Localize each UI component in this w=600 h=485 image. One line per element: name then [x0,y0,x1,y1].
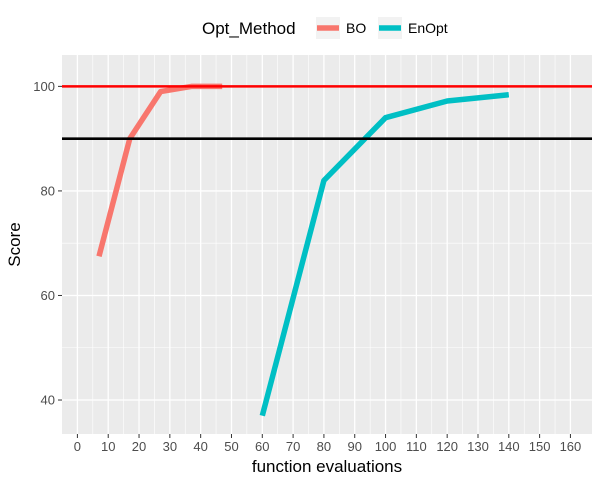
reference-lines [62,85,592,140]
x-tick-label: 110 [406,439,427,454]
x-axis: 0 10 20 30 40 50 60 70 80 90 100 110 120 130 140 150 160 [74,434,581,454]
x-tick-label: 20 [132,439,146,454]
x-tick-label: 90 [347,439,361,454]
y-tick-label: 60 [41,288,55,303]
y-axis-title: Score [5,222,24,266]
x-tick-label: 10 [101,439,115,454]
x-tick-label: 80 [317,439,331,454]
x-tick-label: 160 [560,439,582,454]
y-tick-label: 80 [41,183,55,198]
x-tick-label: 150 [529,439,551,454]
y-tick-label: 40 [41,393,55,408]
x-tick-label: 60 [255,439,269,454]
x-tick-label: 30 [163,439,177,454]
legend-title: Opt_Method [202,19,296,38]
x-tick-label: 50 [224,439,238,454]
x-tick-label: 70 [286,439,300,454]
legend: Opt_Method BO EnOpt [202,17,448,39]
series-line-enopt [259,91,510,417]
legend-label-bo: BO [346,20,366,36]
y-tick-label: 100 [33,79,55,94]
x-tick-label: 0 [74,439,81,454]
plot-panel [62,55,592,434]
x-tick-label: 40 [193,439,207,454]
x-tick-label: 130 [467,439,489,454]
x-tick-label: 120 [436,439,458,454]
y-axis: 40 60 80 100 [33,79,62,408]
legend-label-enopt: EnOpt [408,20,448,36]
x-tick-label: 100 [375,439,397,454]
x-tick-label: 140 [498,439,520,454]
major-gridlines [62,55,592,434]
x-axis-title: function evaluations [252,457,402,476]
